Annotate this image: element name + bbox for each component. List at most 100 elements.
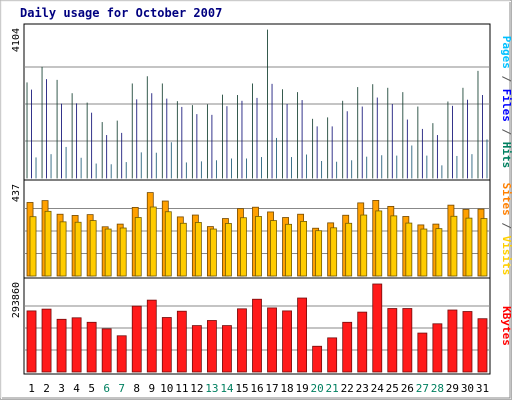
bar-kbytes-day-21: [327, 337, 338, 373]
x-tick-label-day-8: 8: [133, 382, 140, 395]
chart-title: Daily usage for October 2007: [20, 6, 222, 20]
x-tick-label-day-20: 20: [311, 382, 324, 395]
bar-sites-day-2: [44, 210, 52, 277]
x-tick-label-day-12: 12: [190, 382, 203, 395]
x-tick-label-day-17: 17: [265, 382, 278, 395]
bar-sites-day-20: [315, 230, 323, 277]
x-tick-label-day-18: 18: [280, 382, 293, 395]
x-tick-label-day-29: 29: [446, 382, 459, 395]
bar-sites-day-1: [29, 216, 37, 277]
bar-sites-day-23: [360, 214, 368, 277]
bar-kbytes-day-7: [116, 335, 127, 373]
bar-kbytes-day-30: [462, 311, 473, 373]
bar-sites-day-27: [420, 228, 428, 277]
x-tick-label-day-13: 13: [205, 382, 218, 395]
bar-kbytes-day-19: [297, 297, 308, 373]
y-max-label: 437: [11, 184, 22, 202]
legend-entry: Visits: [500, 236, 512, 276]
bar-kbytes-day-6: [101, 328, 112, 373]
x-tick-label-day-3: 3: [58, 382, 65, 395]
bar-sites-day-15: [240, 217, 247, 277]
bar-kbytes-day-11: [176, 310, 187, 373]
bar-kbytes-day-27: [417, 332, 428, 373]
bar-kbytes-day-1: [26, 310, 37, 373]
y-max-label: 4104: [11, 28, 22, 52]
x-tick-label-day-1: 1: [28, 382, 35, 395]
bar-sites-day-8: [134, 217, 142, 277]
bar-kbytes-day-14: [222, 325, 232, 373]
x-tick-label-day-26: 26: [401, 382, 414, 395]
bar-kbytes-day-13: [206, 320, 217, 373]
bar-sites-day-7: [119, 227, 127, 277]
legend-entry: KBytes: [500, 306, 512, 346]
x-tick-label-day-25: 25: [386, 382, 399, 395]
panel-hits: 4104 Pages / Files / Hits: [11, 23, 512, 181]
x-tick-label-day-4: 4: [73, 382, 80, 395]
x-tick-label-day-14: 14: [220, 382, 234, 395]
x-tick-label-day-6: 6: [103, 382, 110, 395]
legend-entry: Files: [500, 89, 512, 122]
bar-kbytes-day-31: [477, 318, 488, 373]
bar-sites-day-5: [89, 220, 97, 277]
bar-sites-day-3: [59, 221, 67, 277]
bar-kbytes-day-22: [342, 321, 353, 373]
bar-sites-day-4: [74, 221, 82, 277]
x-tick-label-day-10: 10: [160, 382, 173, 395]
bar-sites-day-9: [149, 206, 157, 277]
bar-kbytes-day-16: [252, 298, 262, 373]
bar-sites-day-14: [225, 223, 232, 277]
x-tick-label-day-19: 19: [295, 382, 308, 395]
bar-kbytes-day-9: [146, 299, 157, 373]
bar-sites-day-24: [375, 210, 383, 277]
bar-sites-day-12: [194, 222, 202, 277]
bar-kbytes-day-12: [191, 325, 202, 373]
bar-sites-day-25: [390, 215, 398, 277]
x-tick-label-day-7: 7: [118, 382, 125, 395]
bar-kbytes-day-15: [237, 308, 247, 373]
x-tick-label-day-2: 2: [43, 382, 50, 395]
bar-kbytes-day-4: [71, 317, 82, 373]
legend-entry: Pages: [500, 36, 512, 69]
side-legend-kbytes: KBytes: [500, 306, 512, 346]
bar-sites-day-13: [209, 228, 217, 277]
side-legend-hits: Pages / Files / Hits: [500, 36, 512, 169]
bar-kbytes-day-24: [372, 283, 383, 373]
bar-sites-day-6: [104, 228, 112, 277]
x-tick-label-day-23: 23: [356, 382, 369, 395]
panel-kbytes: 293860 KBytes: [11, 277, 512, 375]
bar-kbytes-day-2: [41, 308, 52, 373]
bar-sites-day-10: [164, 211, 172, 277]
bar-kbytes-day-8: [131, 305, 142, 373]
x-tick-label-day-16: 16: [250, 382, 263, 395]
x-tick-label-day-22: 22: [341, 382, 354, 395]
legend-entry: Hits: [500, 142, 512, 169]
bar-kbytes-day-23: [357, 311, 368, 373]
legend-entry: Sites: [500, 183, 512, 216]
bar-sites-day-11: [179, 222, 187, 277]
x-tick-label-day-24: 24: [371, 382, 385, 395]
x-tick-label-day-11: 11: [175, 382, 188, 395]
x-tick-label-day-31: 31: [476, 382, 489, 395]
legend-entry: /: [500, 122, 512, 142]
bar-kbytes-day-20: [312, 345, 323, 373]
bar-kbytes-day-10: [161, 317, 172, 373]
bar-kbytes-day-3: [56, 318, 67, 373]
bar-kbytes-day-29: [447, 309, 458, 373]
panel-visits: 437 Sites / Visits: [11, 179, 512, 279]
x-tick-label-day-27: 27: [416, 382, 429, 395]
x-tick-label-day-15: 15: [235, 382, 248, 395]
y-max-label: 293860: [11, 282, 22, 318]
bar-sites-day-26: [405, 222, 413, 277]
side-legend-visits: Sites / Visits: [500, 183, 512, 276]
x-tick-label-day-9: 9: [148, 382, 155, 395]
bar-sites-day-28: [435, 228, 443, 277]
bar-sites-day-29: [450, 215, 458, 277]
bar-kbytes-day-18: [282, 310, 292, 373]
bar-sites-day-31: [480, 218, 488, 277]
bar-sites-day-18: [285, 223, 292, 277]
bar-sites-day-16: [255, 216, 262, 277]
